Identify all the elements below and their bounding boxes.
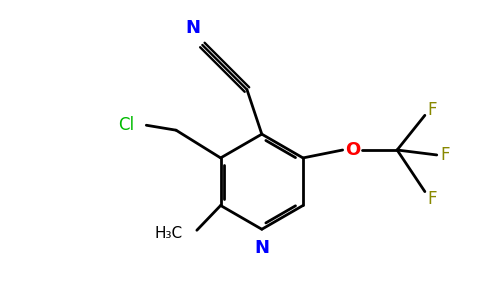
Text: F: F [427,101,437,119]
Text: O: O [345,141,360,159]
Text: Cl: Cl [118,116,135,134]
Text: N: N [185,19,200,37]
Text: H₃C: H₃C [155,226,183,241]
Text: F: F [440,146,450,164]
Text: N: N [254,239,269,257]
Text: F: F [427,190,437,208]
